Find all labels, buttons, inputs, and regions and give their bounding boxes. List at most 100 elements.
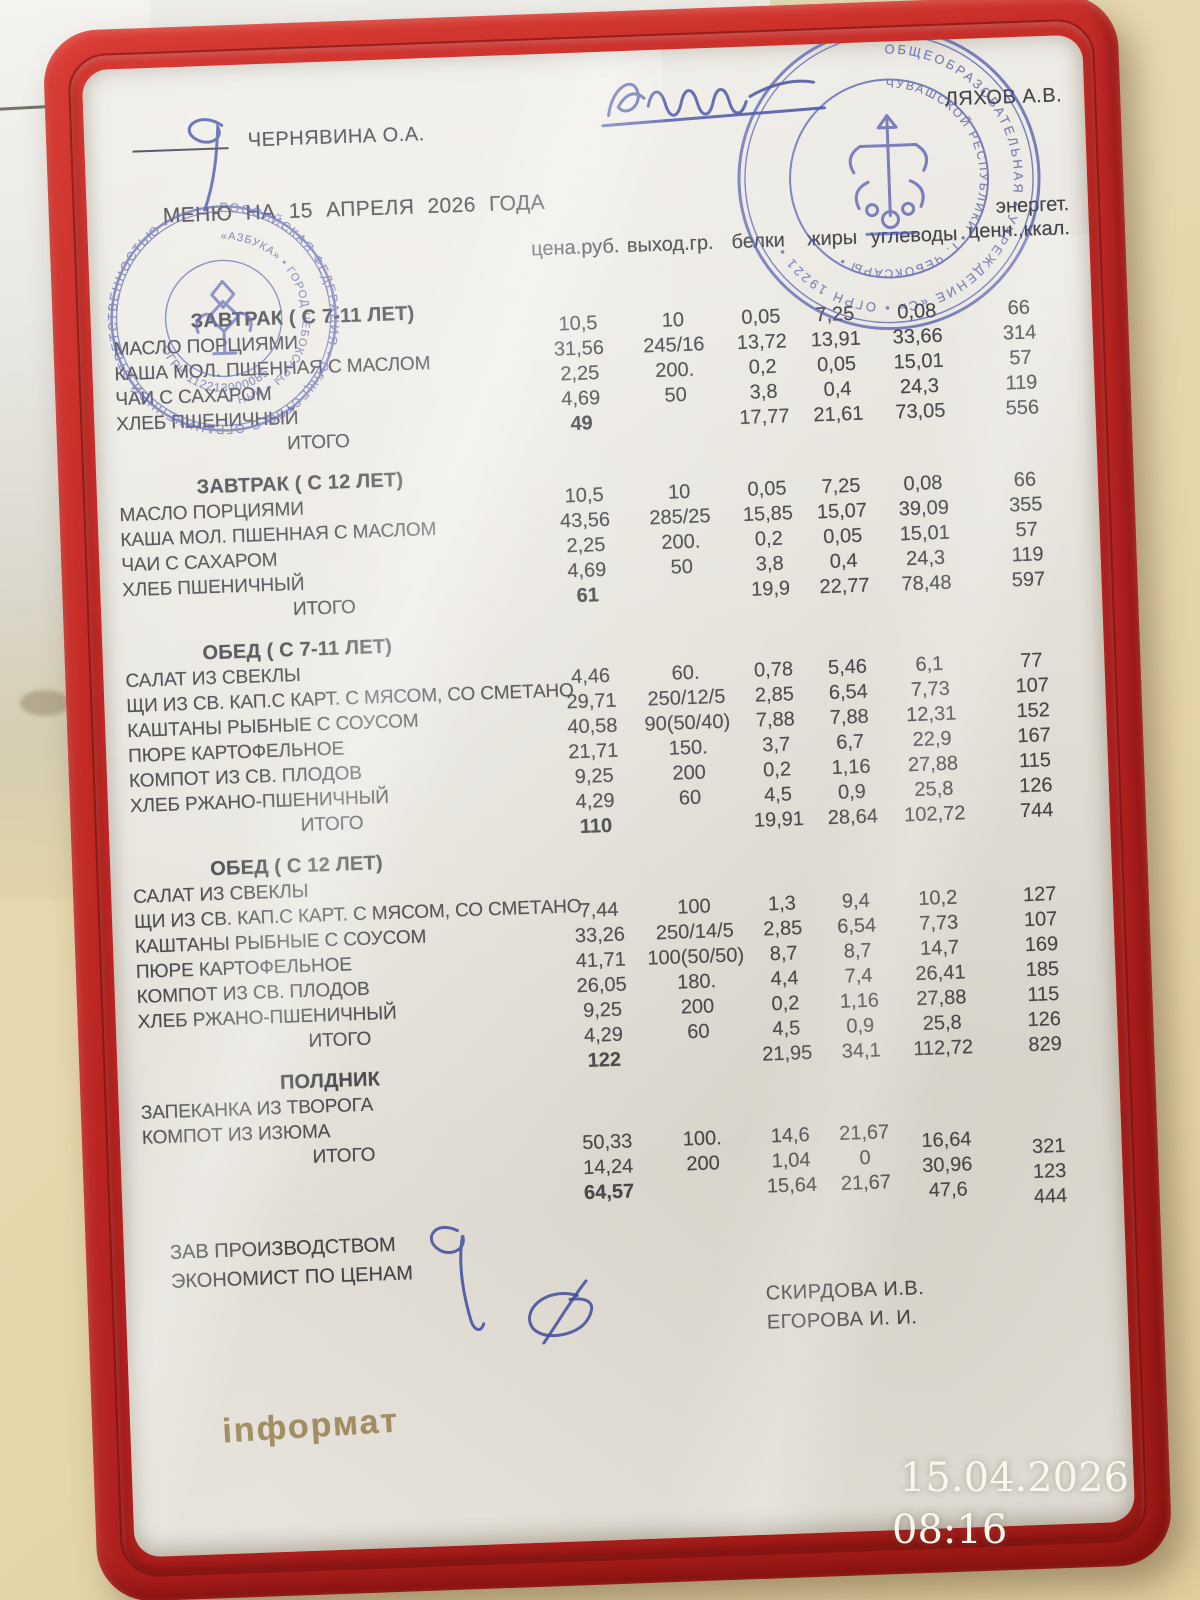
value-cell: 19,91	[753, 807, 805, 832]
value-cell: 556	[1005, 396, 1040, 420]
value-cell	[654, 1193, 754, 1197]
value-cell: 34,1	[841, 1039, 882, 1063]
approval-header: ЧЕРНЯВИНА О.А. ЛЯХОВ А.В.	[104, 59, 1080, 212]
value-cell: 0,78	[753, 658, 794, 682]
value-cell: 250/14/5	[655, 919, 735, 945]
signature-line	[132, 147, 229, 153]
value-cell: 31,56	[553, 336, 605, 361]
value-cell: 17,77	[739, 405, 790, 430]
value-cell: 2,85	[762, 917, 803, 941]
value-cell: 39,09	[898, 496, 950, 521]
value-cell: 9,4	[841, 889, 871, 913]
value-cell: 6,54	[836, 914, 877, 938]
value-cell: 3,7	[761, 733, 791, 757]
signature-egorova-icon	[528, 1279, 594, 1345]
value-cell: 0,2	[754, 527, 784, 551]
value-cell: 7,73	[918, 911, 959, 935]
value-cell: 10,2	[917, 886, 958, 910]
timestamp-date: 15.04.2026	[900, 1455, 1130, 1501]
value-cell: 0,9	[837, 780, 867, 804]
value-cell: 4,5	[763, 783, 793, 807]
value-cell: 1,04	[771, 1148, 811, 1173]
signature-lyakhov-icon	[601, 79, 826, 128]
value-cell: 6,1	[915, 652, 944, 676]
value-cell: 19,9	[750, 577, 791, 601]
value-cell: 6,7	[835, 730, 865, 754]
value-cell: 10	[661, 308, 685, 332]
value-cell	[633, 596, 733, 600]
value-cell: 829	[1028, 1032, 1063, 1057]
value-cell: 24,3	[899, 374, 940, 399]
signature-skirdova-icon	[429, 1225, 486, 1331]
value-cell: 110	[579, 814, 613, 838]
value-cell: 15,85	[742, 502, 794, 526]
value-cell: 0,4	[829, 549, 858, 573]
value-cell: 26,41	[915, 961, 966, 986]
value-cell: 250/12/5	[647, 685, 726, 711]
value-cell: 4,29	[583, 1023, 624, 1047]
value-cell: 30,96	[921, 1153, 973, 1177]
column-energy-line2: ценн.,ккал.	[967, 217, 1071, 243]
approver-left: ЧЕРНЯВИНА О.А.	[132, 118, 426, 212]
approver-left-name: ЧЕРНЯВИНА О.А.	[247, 123, 426, 152]
value-cell: 15,01	[899, 521, 951, 546]
signer-name: ЕГОРОВА И. И.	[766, 1306, 918, 1334]
value-cell: 200	[686, 1152, 721, 1176]
value-cell: 41,71	[575, 948, 627, 973]
value-cell: 21,61	[813, 402, 864, 427]
value-cell: 285/25	[649, 505, 711, 530]
value-cell: 12,31	[905, 702, 957, 727]
value-cell: 8,7	[769, 942, 798, 966]
value-cell: 9,25	[582, 998, 623, 1023]
approver-right: ЛЯХОВ А.В.	[591, 61, 1064, 158]
value-cell: 26,05	[576, 973, 628, 998]
column-protein: белки	[731, 229, 786, 254]
value-cell: 10,5	[558, 312, 598, 336]
value-cell	[627, 424, 727, 428]
value-cell: 0,2	[771, 992, 800, 1016]
column-fat: жиры	[806, 226, 858, 251]
value-cell: 49	[570, 412, 594, 436]
value-cell: 0,05	[816, 352, 857, 377]
value-cell: 7,73	[910, 677, 951, 702]
value-cell: 50	[670, 555, 694, 579]
value-cell: 597	[1011, 568, 1046, 592]
value-cell: 7,88	[829, 705, 870, 729]
value-cell: 14,7	[919, 936, 960, 960]
value-cell: 25,8	[914, 777, 954, 802]
value-cell: 3,8	[755, 552, 785, 576]
column-energy-line1: энергет.	[995, 193, 1070, 218]
value-cell: 21,95	[761, 1041, 813, 1066]
value-cell: 47,6	[928, 1178, 969, 1202]
value-cell: 4,4	[770, 967, 799, 991]
value-cell: 0,05	[747, 477, 787, 501]
value-cell: 5,46	[827, 655, 868, 680]
value-cell: 100.	[682, 1127, 723, 1151]
menu-section: ЗАВТРАК ( С 12 ЛЕТ) МАСЛО ПОРЦИЯМИ 10,5 10 0…	[118, 443, 1096, 628]
menu-section: ОБЕД ( С 12 ЛЕТ) САЛАТ ИЗ СВЕКЛЫ 7,44 100 1,…	[132, 825, 1112, 1072]
value-cell: 43,56	[559, 508, 611, 533]
value-cell: 4,69	[567, 558, 607, 583]
value-cell: 14,6	[770, 1123, 811, 1148]
value-cell: 50	[664, 383, 688, 407]
value-cell: 200	[672, 761, 707, 785]
value-cell: 4,69	[560, 387, 601, 411]
value-cell: 27,88	[907, 752, 959, 777]
value-cell: 2,25	[559, 362, 600, 386]
value-cell: 0,4	[823, 378, 852, 402]
value-cell: 0,08	[903, 471, 943, 496]
menu-table: ЗАВТРАК ( С 7-11 ЛЕТ) МАСЛО ПОРЦИЯМИ 10,5 1…	[112, 278, 1115, 1208]
value-cell: 78,48	[901, 571, 952, 596]
value-cell: 21,67	[840, 1171, 892, 1195]
value-cell: 40,58	[567, 714, 618, 739]
menu-section: ЗАВТРАК ( С 7-11 ЛЕТ) МАСЛО ПОРЦИЯМИ 10,5 1…	[112, 278, 1090, 463]
value-cell: 112,72	[912, 1036, 974, 1061]
value-cell: 100	[676, 895, 712, 919]
value-cell: 1,16	[831, 755, 871, 779]
value-cell: 21,67	[838, 1121, 890, 1145]
value-cell: 200.	[661, 530, 701, 554]
value-cell: 0,05	[822, 524, 863, 549]
value-cell: 245/16	[642, 333, 705, 358]
value-cell: 0,9	[846, 1014, 875, 1038]
value-cell: 1,16	[839, 989, 880, 1013]
